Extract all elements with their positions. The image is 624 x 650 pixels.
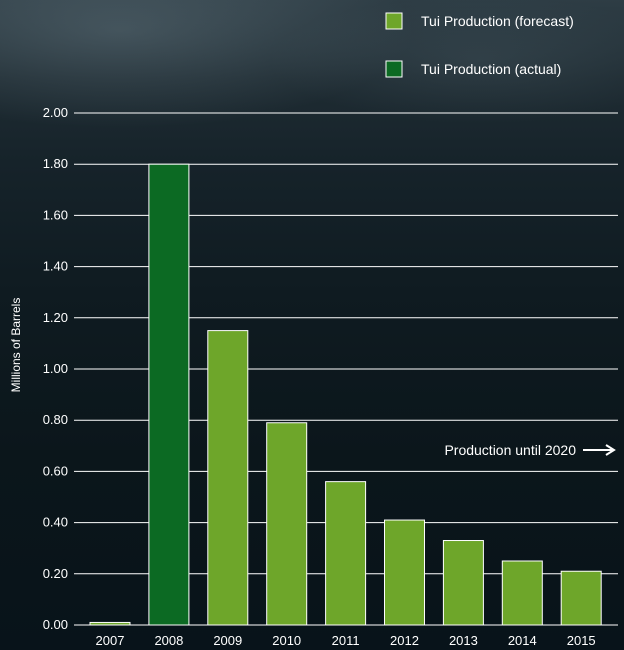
bar-2008 (148, 163, 190, 626)
bar-2013 (442, 540, 484, 626)
y-tick-label: 0.80 (43, 412, 68, 427)
x-tick-label: 2010 (272, 633, 301, 648)
bar-2015 (560, 570, 602, 626)
bar-2009 (207, 330, 249, 626)
x-tick-label: 2015 (567, 633, 596, 648)
y-tick-label: 1.60 (43, 207, 68, 222)
chart-legend: Tui Production (forecast) Tui Production … (385, 12, 574, 78)
x-tick-label: 2009 (213, 633, 242, 648)
y-axis-tick-labels: 0.00 0.20 0.40 0.60 0.80 1.00 1.20 1.40 1.60 1.80… (43, 105, 68, 632)
y-tick-label: 1.40 (43, 259, 68, 274)
x-tick-label: 2011 (332, 633, 360, 648)
y-tick-label: 2.00 (43, 105, 68, 120)
y-tick-label: 1.80 (43, 156, 68, 171)
legend-label-actual: Tui Production (actual) (421, 61, 561, 77)
bar-2010 (266, 422, 308, 626)
y-tick-label: 0.00 (43, 617, 68, 632)
chart-bars (89, 163, 602, 626)
bar-2012 (384, 519, 425, 626)
legend-swatch-forecast (385, 12, 403, 30)
y-tick-label: 0.20 (43, 566, 68, 581)
annotation-arrowhead-icon (605, 444, 616, 456)
y-tick-label: 1.00 (43, 361, 68, 376)
legend-swatch-actual (385, 60, 403, 78)
legend-label-forecast: Tui Production (forecast) (421, 13, 574, 29)
chart-annotation: Production until 2020 (444, 442, 616, 458)
y-tick-label: 1.20 (43, 310, 68, 325)
x-tick-label: 2014 (508, 633, 537, 648)
bar-2014 (501, 560, 543, 626)
y-tick-label: 0.60 (43, 463, 68, 478)
x-tick-label: 2012 (390, 633, 419, 648)
annotation-text: Production until 2020 (444, 442, 576, 458)
x-tick-label: 2008 (154, 633, 183, 648)
y-tick-label: 0.40 (43, 515, 68, 530)
bar-2007 (89, 621, 131, 626)
y-axis-label: Millions of Barrels (9, 298, 23, 393)
x-axis-tick-labels: 2007 2008 2009 2010 2011 2012 2013 2014 2015 (96, 633, 596, 648)
x-tick-label: 2013 (449, 633, 478, 648)
bar-2011 (325, 481, 367, 626)
x-tick-label: 2007 (96, 633, 125, 648)
